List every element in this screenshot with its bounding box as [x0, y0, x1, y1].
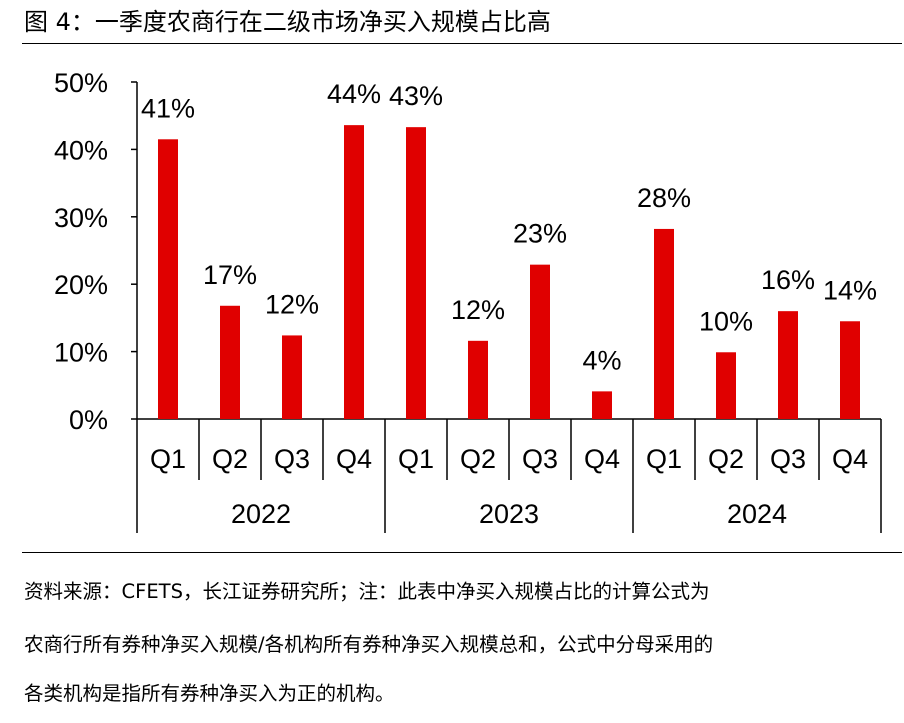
x-tick-label: Q1	[150, 444, 186, 474]
bar	[840, 321, 860, 419]
data-label: 43%	[389, 81, 443, 111]
bar-chart: 0% 10% 20% 30% 40% 50% 41% Q1 17% Q2 12% Q3 44% Q4 43%…	[54, 68, 882, 533]
y-tick-label: 0%	[69, 405, 108, 435]
source-note-line-2: 农商行所有券种净买入规模/各机构所有券种净买入规模总和，公式中分母采用的	[24, 633, 714, 656]
bar	[592, 391, 612, 419]
bar	[158, 139, 178, 420]
bar	[282, 335, 302, 419]
x-tick-label: Q1	[646, 444, 682, 474]
data-label: 16%	[761, 265, 815, 295]
x-tick-label: Q4	[832, 444, 868, 474]
x-tick-label: Q2	[212, 444, 248, 474]
y-tick-label: 40%	[54, 135, 108, 165]
bar	[468, 340, 488, 419]
x-tick-label: Q2	[460, 444, 496, 474]
data-label: 44%	[327, 79, 381, 109]
figure-title: 图 4：一季度农商行在二级市场净买入规模占比高	[24, 8, 551, 36]
title-divider	[22, 43, 902, 44]
x-tick-label: Q2	[708, 444, 744, 474]
x-tick-label: Q4	[584, 444, 620, 474]
data-label: 23%	[513, 219, 567, 249]
bar	[716, 352, 736, 419]
data-label: 17%	[203, 260, 257, 290]
y-tick-label: 30%	[54, 203, 108, 233]
bar	[778, 311, 798, 419]
bar	[406, 127, 426, 420]
group-label: 2023	[479, 499, 539, 529]
data-label: 41%	[141, 93, 195, 123]
x-tick-label: Q3	[274, 444, 310, 474]
y-tick-label: 20%	[54, 270, 108, 300]
data-label: 4%	[582, 345, 621, 375]
x-tick-label: Q3	[522, 444, 558, 474]
x-tick-label: Q4	[336, 444, 372, 474]
bar	[344, 125, 364, 420]
bar	[220, 305, 240, 419]
data-label: 14%	[823, 275, 877, 305]
bar	[654, 228, 674, 419]
data-label: 12%	[451, 295, 505, 325]
bar	[530, 264, 550, 419]
source-divider	[22, 552, 902, 553]
group-label: 2024	[727, 499, 787, 529]
y-tick-label: 10%	[54, 338, 108, 368]
y-tick-label: 50%	[54, 68, 108, 98]
source-note-line-1: 资料来源：CFETS，长江证券研究所；注：此表中净买入规模占比的计算公式为	[24, 580, 710, 603]
x-tick-label: Q3	[770, 444, 806, 474]
group-label: 2022	[231, 499, 291, 529]
x-tick-label: Q1	[398, 444, 434, 474]
source-note-line-3: 各类机构是指所有券种净买入为正的机构。	[24, 682, 395, 705]
data-label: 10%	[699, 306, 753, 336]
data-label: 28%	[637, 183, 691, 213]
data-label: 12%	[265, 289, 319, 319]
